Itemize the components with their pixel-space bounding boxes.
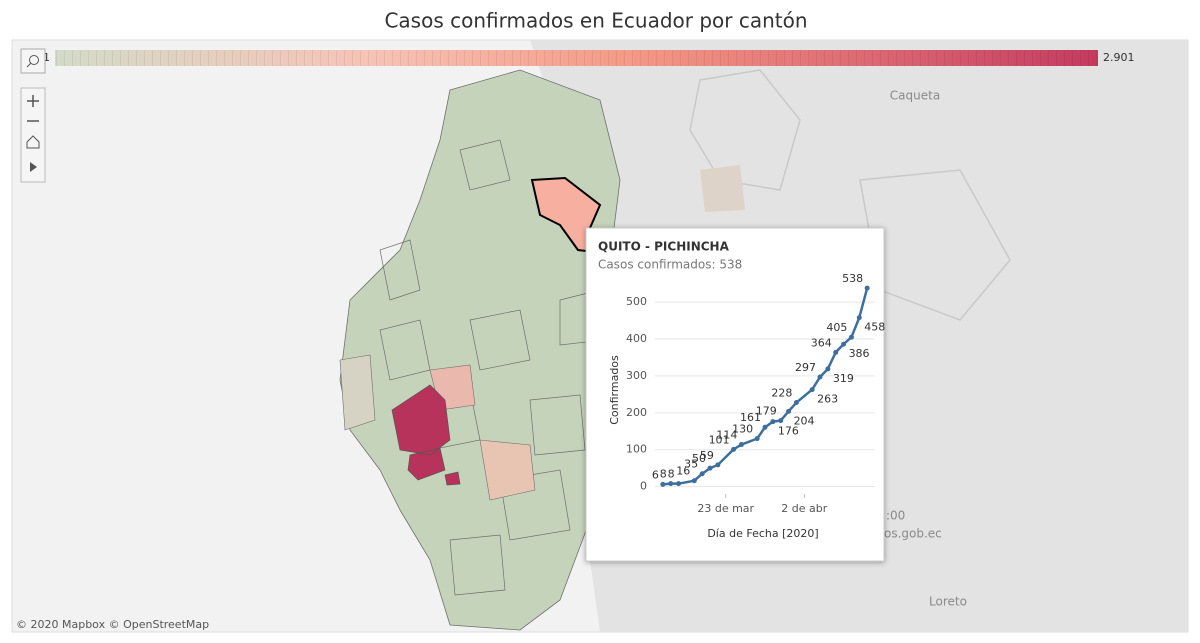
map-controls <box>20 48 46 183</box>
point <box>786 408 792 414</box>
y-axis-label: Confirmados <box>608 355 621 425</box>
data-label: 6 <box>652 468 659 481</box>
data-label: 538 <box>842 272 863 285</box>
data-label: 101 <box>709 433 730 446</box>
data-label: 297 <box>795 361 816 374</box>
home[interactable] <box>26 135 40 149</box>
y-tick-label: 200 <box>626 406 647 419</box>
point <box>841 341 847 347</box>
data-label: 319 <box>833 372 854 385</box>
y-tick-label: 400 <box>626 332 647 345</box>
data-label: 8 <box>668 468 675 481</box>
data-label: 228 <box>771 386 792 399</box>
point <box>754 436 760 442</box>
data-label: 130 <box>732 423 753 436</box>
tooltip: QUITO - PICHINCHA Casos confirmados: 538… <box>585 227 885 562</box>
guayaquil <box>391 384 461 486</box>
map-label: Caqueta <box>890 89 940 103</box>
x-tick-label: 23 de mar <box>697 502 754 515</box>
data-label: 179 <box>756 405 777 418</box>
play[interactable] <box>30 162 37 172</box>
point <box>793 399 799 405</box>
data-label: 35 <box>684 458 698 471</box>
point <box>699 471 705 477</box>
point <box>770 419 776 425</box>
attribution: © 2020 Mapbox © OpenStreetMap <box>16 618 209 631</box>
map-label: os.gob.ec <box>884 527 942 541</box>
legend-ticks <box>55 50 1098 66</box>
point <box>738 442 744 448</box>
data-label: 59 <box>700 449 714 462</box>
zoom-in[interactable] <box>27 95 39 107</box>
point <box>762 424 768 430</box>
point <box>715 462 721 468</box>
point <box>668 481 674 487</box>
legend-max: 2.901 <box>1103 51 1135 64</box>
point <box>848 334 854 340</box>
point <box>676 481 682 487</box>
point <box>856 315 862 321</box>
y-tick-label: 0 <box>640 480 647 493</box>
map-label: :00 <box>886 509 905 523</box>
search-button[interactable] <box>20 48 46 74</box>
map-label: Loreto <box>929 595 967 609</box>
data-label: 458 <box>864 321 885 334</box>
legend-min: 1 <box>43 51 50 64</box>
tooltip-box <box>585 227 885 562</box>
x-tick-label: 2 de abr <box>781 502 827 515</box>
tooltip-title: QUITO - PICHINCHA <box>598 240 730 254</box>
data-label: 114 <box>716 429 737 442</box>
data-label: 204 <box>794 414 815 427</box>
data-label: 161 <box>740 411 761 424</box>
point <box>817 374 823 380</box>
canton <box>479 439 536 501</box>
point <box>660 481 666 487</box>
canton <box>339 354 376 431</box>
point <box>809 387 815 393</box>
point <box>864 285 870 291</box>
data-label: 50 <box>692 452 706 465</box>
search-icon <box>29 55 39 65</box>
point <box>833 349 839 355</box>
color-legend: 1 2.901 <box>43 50 1135 66</box>
data-label: 364 <box>811 336 832 349</box>
tooltip-subtitle: Casos confirmados: 538 <box>598 258 742 272</box>
data-label: 8 <box>660 468 667 481</box>
y-tick-label: 500 <box>626 295 647 308</box>
x-axis-label: Día de Fecha [2020] <box>707 527 818 540</box>
data-label: 263 <box>817 393 838 406</box>
data-label: 386 <box>849 347 870 360</box>
data-label: 176 <box>778 425 799 438</box>
region <box>700 165 745 212</box>
y-tick-label: 300 <box>626 369 647 382</box>
title: Casos confirmados en Ecuador por cantón <box>384 9 807 33</box>
search-icon <box>26 62 32 68</box>
data-label: 405 <box>826 321 847 334</box>
point <box>778 418 784 424</box>
point <box>707 465 713 471</box>
point <box>731 446 737 452</box>
data-label: 16 <box>676 465 690 478</box>
y-tick-label: 100 <box>626 443 647 456</box>
point <box>691 478 697 484</box>
point <box>825 366 831 372</box>
